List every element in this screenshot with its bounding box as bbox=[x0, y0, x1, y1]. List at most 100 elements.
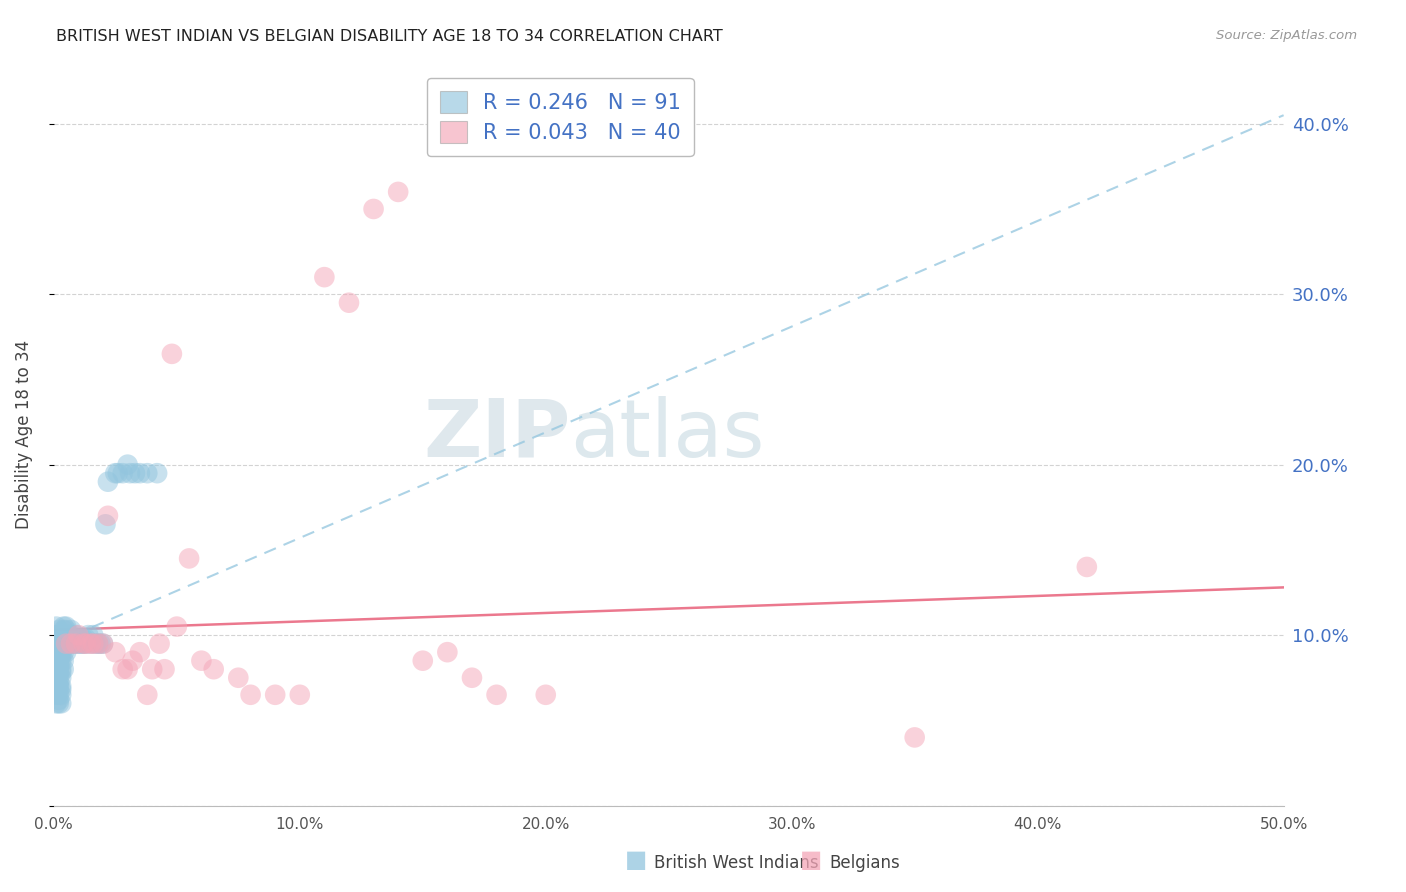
Point bbox=[534, 688, 557, 702]
Text: ■: ■ bbox=[624, 848, 647, 872]
Point bbox=[121, 654, 143, 668]
Point bbox=[117, 458, 139, 472]
Point bbox=[412, 654, 434, 668]
Point bbox=[111, 662, 134, 676]
Point bbox=[60, 632, 83, 646]
Point bbox=[48, 637, 70, 651]
Point bbox=[84, 637, 107, 651]
Point bbox=[55, 645, 77, 659]
Point bbox=[80, 637, 103, 651]
Point bbox=[72, 637, 94, 651]
Point bbox=[48, 648, 70, 663]
Point bbox=[45, 696, 67, 710]
Point bbox=[48, 632, 70, 646]
Point bbox=[87, 637, 110, 651]
Point bbox=[52, 623, 75, 637]
Point bbox=[120, 466, 142, 480]
Point bbox=[45, 688, 67, 702]
Point bbox=[77, 628, 100, 642]
Point bbox=[45, 662, 67, 676]
Point bbox=[461, 671, 484, 685]
Text: Belgians: Belgians bbox=[830, 855, 900, 872]
Point bbox=[104, 466, 127, 480]
Point bbox=[314, 270, 336, 285]
Point bbox=[48, 658, 70, 673]
Point bbox=[226, 671, 249, 685]
Point bbox=[48, 693, 70, 707]
Point bbox=[45, 654, 67, 668]
Point bbox=[97, 475, 120, 489]
Text: ZIP: ZIP bbox=[423, 396, 571, 474]
Point bbox=[149, 637, 172, 651]
Point bbox=[58, 632, 80, 646]
Point bbox=[52, 654, 75, 668]
Point bbox=[146, 466, 169, 480]
Text: British West Indians: British West Indians bbox=[654, 855, 818, 872]
Point bbox=[72, 637, 94, 651]
Point bbox=[75, 632, 97, 646]
Point bbox=[52, 628, 75, 642]
Point bbox=[136, 688, 159, 702]
Point bbox=[65, 632, 87, 646]
Point bbox=[141, 662, 163, 676]
Point bbox=[288, 688, 311, 702]
Point bbox=[48, 676, 70, 690]
Point bbox=[70, 637, 93, 651]
Point bbox=[51, 682, 73, 697]
Point bbox=[91, 637, 114, 651]
Point bbox=[51, 688, 73, 702]
Point bbox=[55, 632, 77, 646]
Point bbox=[51, 696, 73, 710]
Point bbox=[70, 632, 93, 646]
Point bbox=[124, 466, 146, 480]
Point bbox=[166, 619, 188, 633]
Point bbox=[45, 637, 67, 651]
Point bbox=[82, 628, 104, 642]
Point bbox=[97, 508, 120, 523]
Point bbox=[58, 637, 80, 651]
Text: ■: ■ bbox=[800, 848, 823, 872]
Point bbox=[202, 662, 225, 676]
Point bbox=[91, 637, 114, 651]
Point bbox=[65, 628, 87, 642]
Point bbox=[179, 551, 201, 566]
Point bbox=[129, 645, 152, 659]
Point bbox=[48, 641, 70, 656]
Point bbox=[67, 632, 90, 646]
Point bbox=[51, 671, 73, 685]
Point bbox=[52, 619, 75, 633]
Point bbox=[160, 347, 183, 361]
Point bbox=[111, 466, 134, 480]
Point bbox=[117, 662, 139, 676]
Point bbox=[51, 645, 73, 659]
Point bbox=[60, 637, 83, 651]
Point bbox=[153, 662, 176, 676]
Point bbox=[129, 466, 152, 480]
Point bbox=[87, 637, 110, 651]
Point bbox=[52, 662, 75, 676]
Point bbox=[75, 637, 97, 651]
Point bbox=[51, 637, 73, 651]
Point bbox=[80, 637, 103, 651]
Point bbox=[48, 654, 70, 668]
Point bbox=[337, 295, 360, 310]
Point bbox=[55, 637, 77, 651]
Legend: R = 0.246   N = 91, R = 0.043   N = 40: R = 0.246 N = 91, R = 0.043 N = 40 bbox=[427, 78, 693, 156]
Point bbox=[55, 623, 77, 637]
Point bbox=[52, 637, 75, 651]
Point bbox=[485, 688, 508, 702]
Point bbox=[75, 637, 97, 651]
Point bbox=[387, 185, 409, 199]
Point bbox=[55, 628, 77, 642]
Point bbox=[45, 619, 67, 633]
Point bbox=[48, 665, 70, 680]
Point bbox=[55, 637, 77, 651]
Point bbox=[363, 202, 385, 216]
Point bbox=[48, 623, 70, 637]
Point bbox=[51, 648, 73, 663]
Point bbox=[58, 628, 80, 642]
Point bbox=[48, 696, 70, 710]
Point bbox=[67, 628, 90, 642]
Point bbox=[60, 623, 83, 637]
Point bbox=[51, 665, 73, 680]
